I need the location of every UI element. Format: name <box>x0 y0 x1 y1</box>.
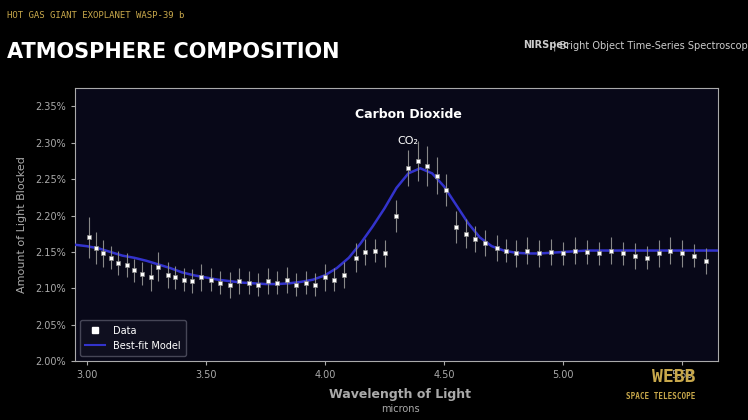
Text: | Bright Object Time-Series Spectroscopy: | Bright Object Time-Series Spectroscopy <box>550 40 748 50</box>
Text: Carbon Dioxide: Carbon Dioxide <box>355 108 462 121</box>
Text: Wavelength of Light: Wavelength of Light <box>329 388 471 401</box>
Legend: Data, Best-fit Model: Data, Best-fit Model <box>79 320 186 356</box>
Text: NIRSpec: NIRSpec <box>524 40 569 50</box>
Text: CO₂: CO₂ <box>398 136 419 145</box>
Text: SPACE TELESCOPE: SPACE TELESCOPE <box>626 392 696 401</box>
Text: ATMOSPHERE COMPOSITION: ATMOSPHERE COMPOSITION <box>7 42 340 62</box>
Text: microns: microns <box>381 404 420 415</box>
Y-axis label: Amount of Light Blocked: Amount of Light Blocked <box>16 156 27 293</box>
Text: WEBB: WEBB <box>652 368 696 386</box>
Text: HOT GAS GIANT EXOPLANET WASP-39 b: HOT GAS GIANT EXOPLANET WASP-39 b <box>7 11 185 20</box>
